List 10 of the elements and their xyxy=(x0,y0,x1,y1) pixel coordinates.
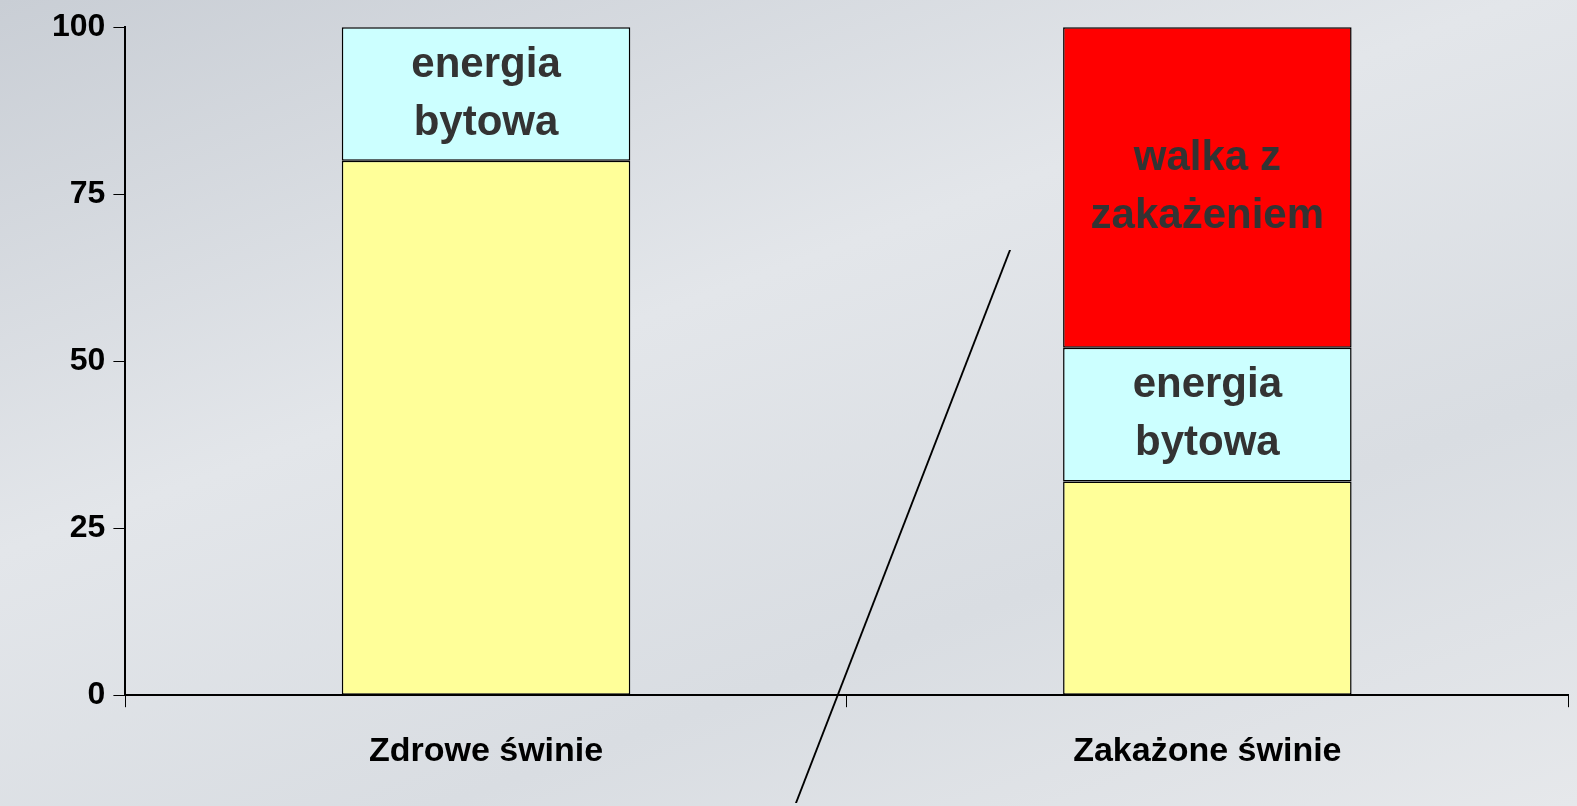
series-label: energia bytowa xyxy=(411,38,562,144)
y-tick-label: 25 xyxy=(69,508,106,545)
y-tick-label: 75 xyxy=(69,174,106,211)
x-tick-label: Zdrowe świnie xyxy=(368,729,604,768)
y-tick-label: 100 xyxy=(52,7,106,44)
y-tick-label: 0 xyxy=(87,675,106,712)
text: energia bytowa xyxy=(1132,359,1283,465)
series-label: walka z zakażeniem xyxy=(1090,132,1325,238)
x-tick-label: Zakażone świnie xyxy=(1073,729,1342,768)
y-tick-label: 50 xyxy=(69,341,106,378)
